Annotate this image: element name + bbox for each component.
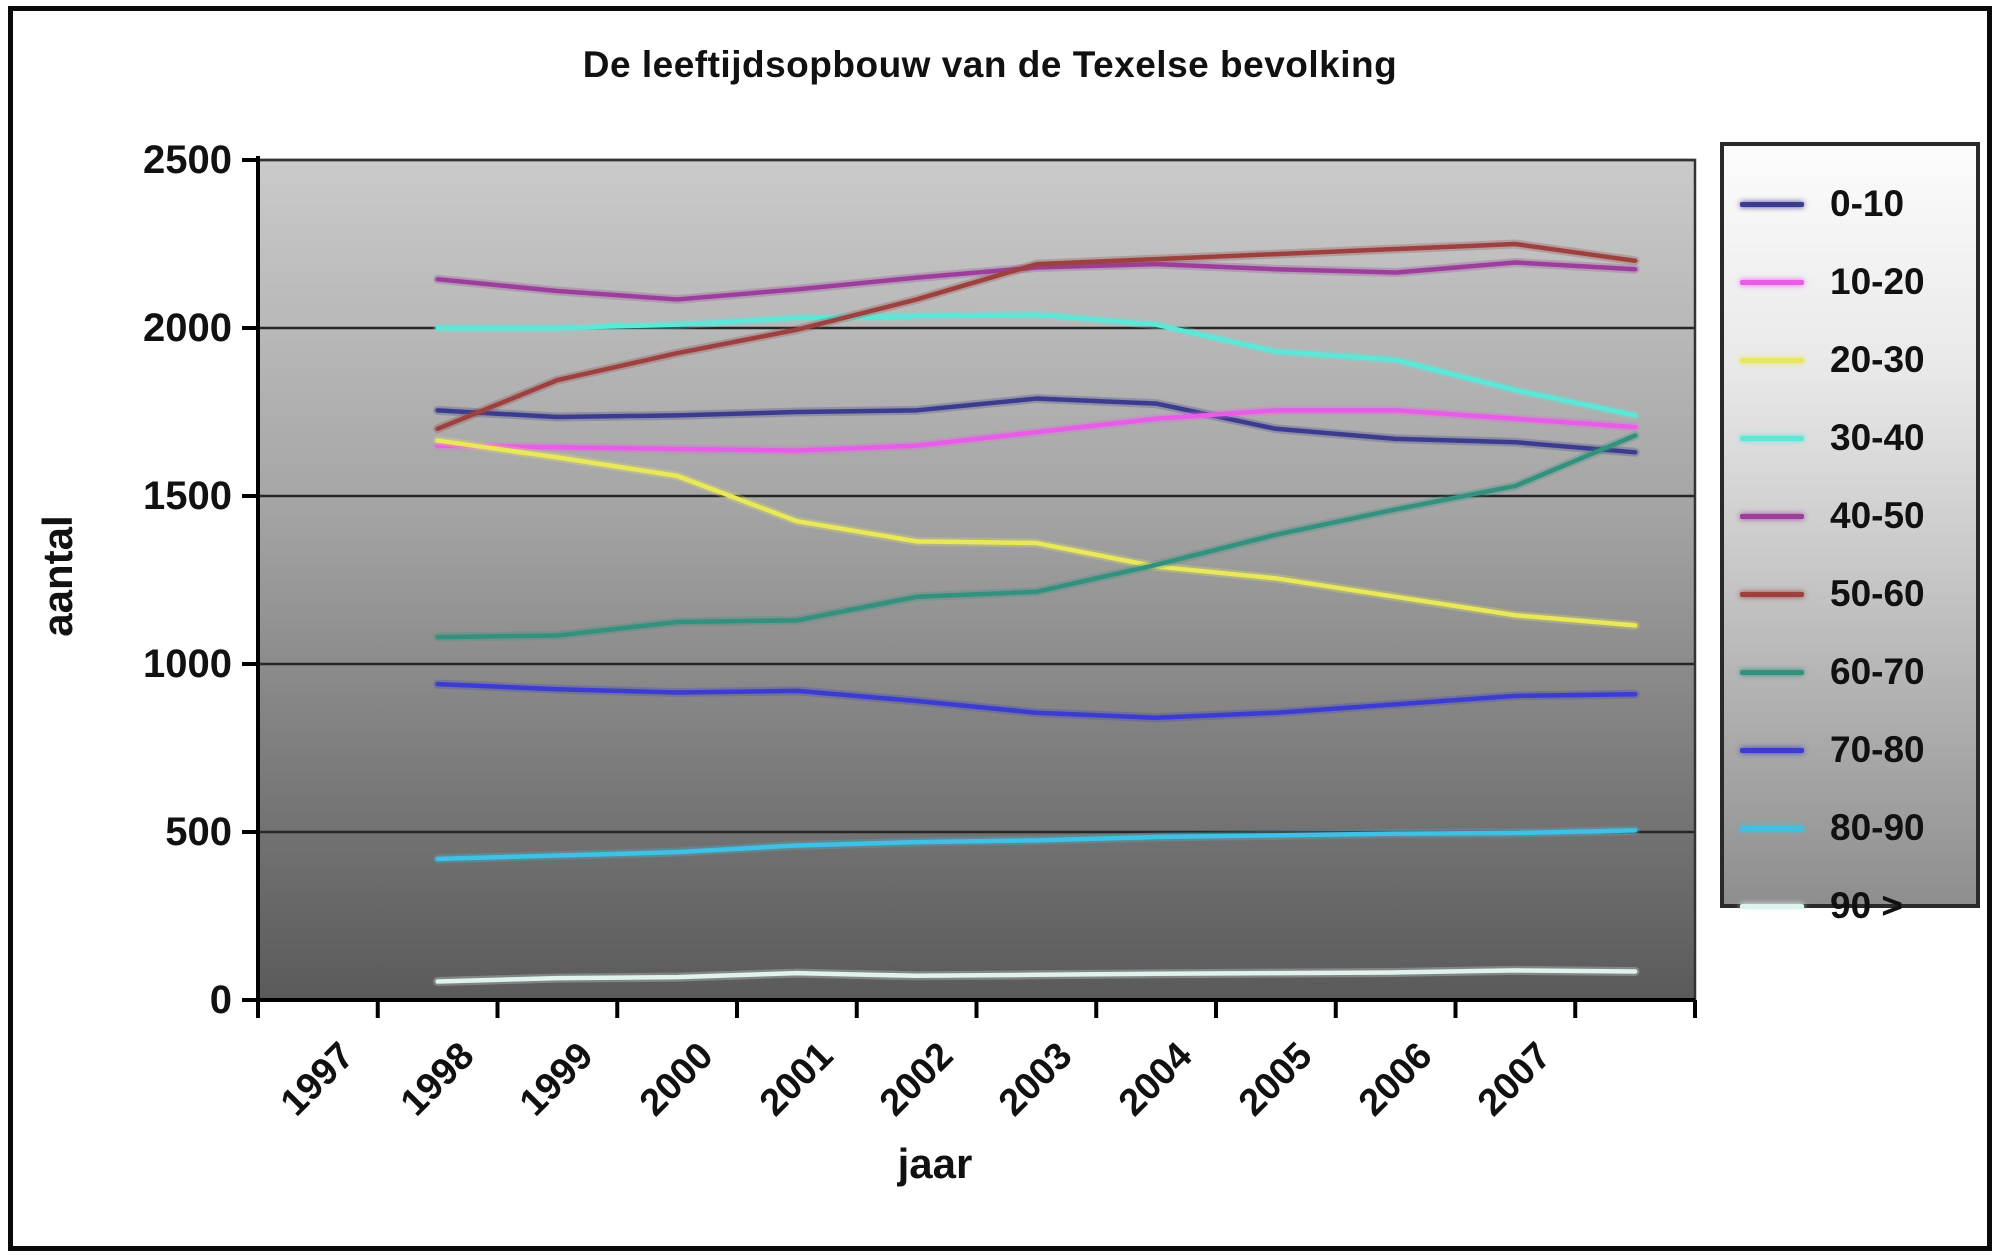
legend-item-80-90: 80-90 (1724, 798, 1976, 858)
series-line-80-90 (435, 828, 1638, 862)
legend-label-0-10: 0-10 (1830, 183, 1905, 224)
legend-swatch-90 > (1740, 903, 1804, 909)
legend-label-30-40: 30-40 (1830, 417, 1925, 458)
legend-label-80-90: 80-90 (1830, 807, 1925, 848)
legend-label-60-70: 60-70 (1830, 651, 1925, 692)
legend-item-50-60: 50-60 (1724, 564, 1976, 624)
y-tick-label-500: 500 (165, 810, 232, 854)
legend-swatch-10-20 (1740, 279, 1804, 285)
plot-background (258, 160, 1695, 1000)
figure-border (8, 6, 1992, 1251)
legend-label-50-60: 50-60 (1830, 573, 1925, 614)
series-line-10-20 (435, 408, 1638, 453)
legend-item-20-30: 20-30 (1724, 330, 1976, 390)
series-line-50-60 (435, 241, 1638, 432)
series-line-90 > (435, 968, 1638, 984)
series-line-20-30 (435, 438, 1638, 628)
y-tick-label-2500: 2500 (143, 138, 232, 182)
legend-label-20-30: 20-30 (1830, 339, 1925, 380)
legend-swatch-20-30 (1740, 357, 1804, 363)
legend-swatch-70-80 (1740, 747, 1804, 753)
chart-title: De leeftijdsopbouw van de Texelse bevolk… (582, 44, 1398, 85)
series-line-40-50 (435, 260, 1638, 302)
legend-item-60-70: 60-70 (1724, 642, 1976, 702)
legend-label-40-50: 40-50 (1830, 495, 1925, 536)
legend-item-70-80: 70-80 (1724, 720, 1976, 780)
legend-item-0-10: 0-10 (1724, 174, 1976, 234)
legend-item-30-40: 30-40 (1724, 408, 1976, 468)
legend-item-10-20: 10-20 (1724, 252, 1976, 312)
y-tick-label-2000: 2000 (143, 306, 232, 350)
series-line-60-70 (435, 433, 1638, 640)
x-axis-title: jaar (897, 1140, 973, 1187)
series-line-70-80 (435, 681, 1638, 721)
legend-swatch-50-60 (1740, 591, 1804, 597)
legend-item-40-50: 40-50 (1724, 486, 1976, 546)
legend-label-70-80: 70-80 (1830, 729, 1925, 770)
y-tick-label-1500: 1500 (143, 474, 232, 518)
legend-label-10-20: 10-20 (1830, 261, 1925, 302)
legend-swatch-80-90 (1740, 825, 1804, 831)
y-tick-label-0: 0 (209, 978, 232, 1022)
legend-swatch-60-70 (1740, 669, 1804, 675)
series-line-0-10 (435, 396, 1638, 455)
legend: 0-10 10-20 20-30 30-40 40-50 50-60 60-70 70-80 8… (1720, 142, 1980, 926)
y-tick-label-1000: 1000 (143, 642, 232, 686)
series-line-30-40 (435, 312, 1638, 418)
legend-item-90 >: 90 > (1724, 876, 1976, 936)
legend-swatch-30-40 (1740, 435, 1804, 441)
legend-label-90 >: 90 > (1830, 885, 1904, 926)
legend-swatch-40-50 (1740, 513, 1804, 519)
legend-swatch-0-10 (1740, 201, 1804, 207)
